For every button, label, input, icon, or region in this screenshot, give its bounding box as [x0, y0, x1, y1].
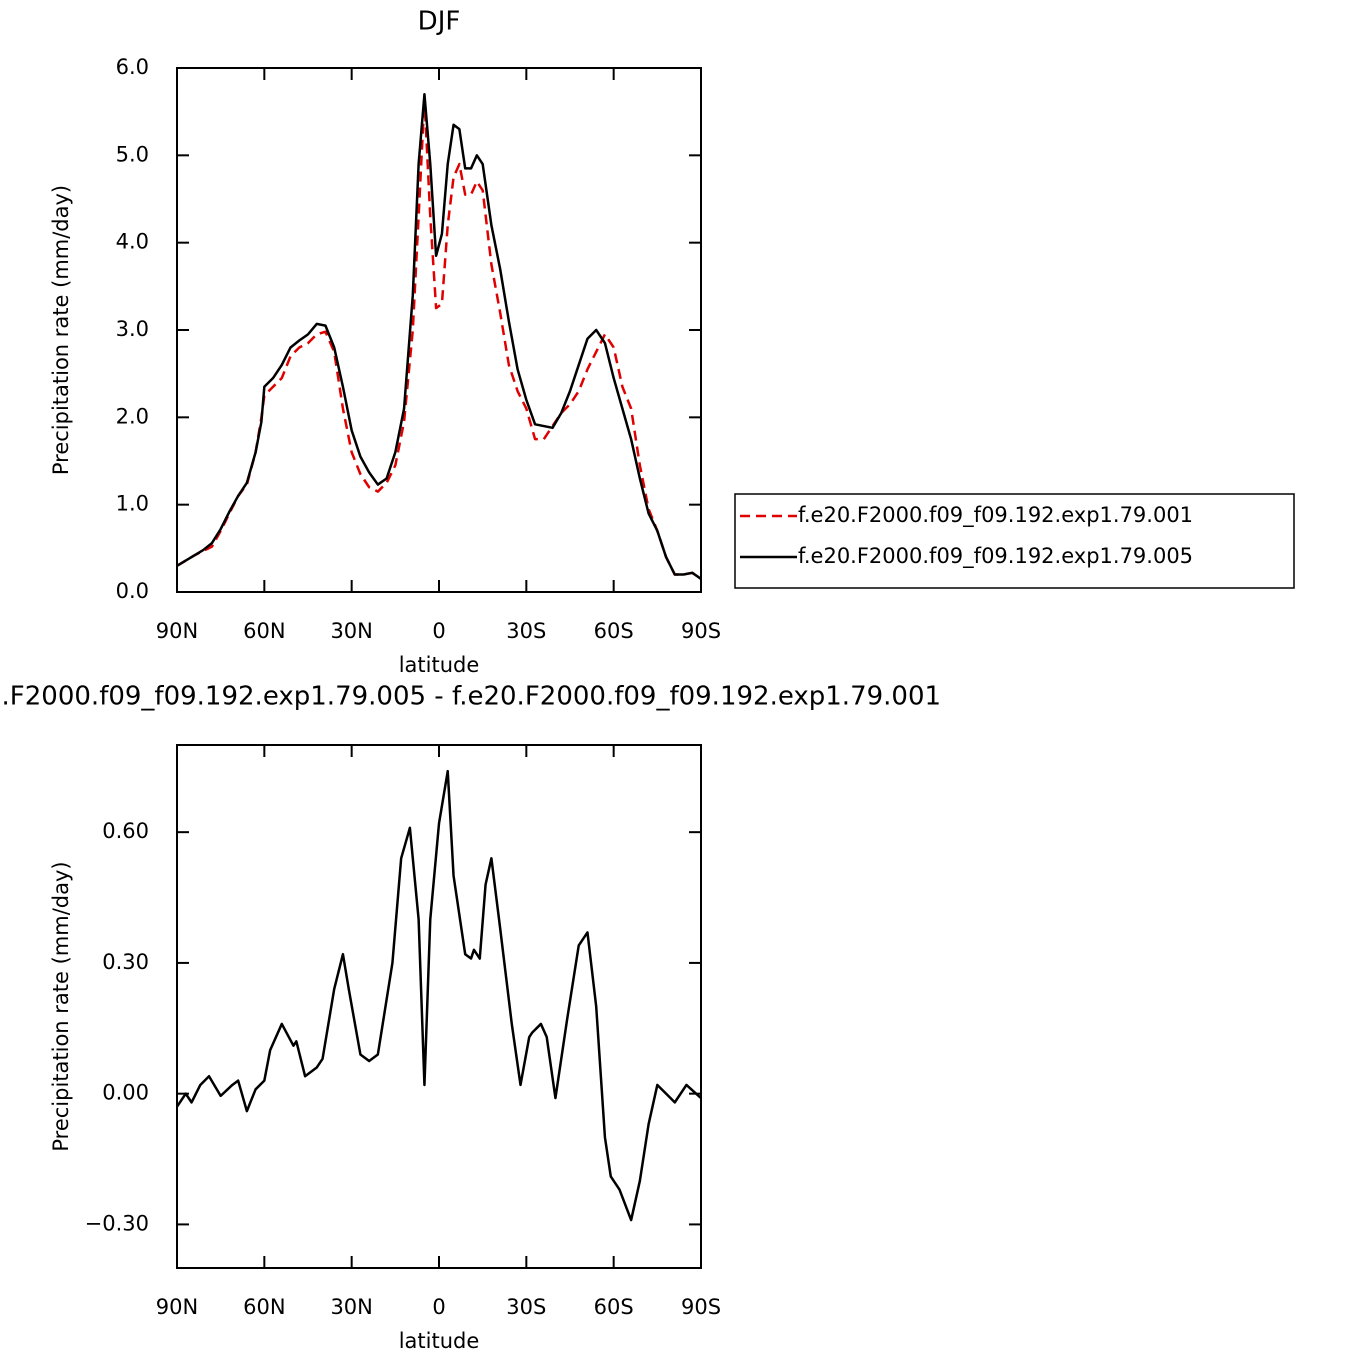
x-tick-label: 60S	[594, 1295, 634, 1319]
legend-label: f.e20.F2000.f09_f09.192.exp1.79.005	[798, 544, 1193, 569]
y-tick-label: 0.60	[102, 819, 149, 843]
y-axis-label: Precipitation rate (mm/day)	[49, 861, 73, 1151]
legend-label: f.e20.F2000.f09_f09.192.exp1.79.001	[798, 503, 1193, 528]
y-tick-label: −0.30	[85, 1211, 149, 1235]
data-line	[176, 97, 702, 580]
y-tick-label: 5.0	[116, 142, 149, 166]
y-tick-label: 2.0	[116, 404, 149, 428]
chart-title: DJF	[418, 7, 461, 37]
x-tick-label: 90N	[156, 619, 198, 643]
x-tick-label: 30S	[506, 1295, 546, 1319]
x-tick-label: 60S	[594, 619, 634, 643]
y-tick-label: 3.0	[116, 317, 149, 341]
x-tick-label: 60N	[243, 619, 285, 643]
plot-frame	[176, 67, 702, 593]
y-axis-label: Precipitation rate (mm/day)	[49, 185, 73, 475]
chart-title: f.e20.F2000.f09_f09.192.exp1.79.005 - f.…	[0, 682, 941, 712]
x-tick-label: 90N	[156, 1295, 198, 1319]
x-axis-label: latitude	[399, 653, 480, 677]
y-tick-label: 4.0	[116, 230, 149, 254]
x-tick-label: 0	[432, 619, 445, 643]
legend-box	[734, 493, 1295, 589]
x-tick-label: 30S	[506, 619, 546, 643]
y-tick-label: 0.30	[102, 950, 149, 974]
data-line	[176, 92, 702, 580]
x-tick-label: 30N	[330, 619, 372, 643]
y-tick-label: 6.0	[116, 55, 149, 79]
y-tick-label: 1.0	[116, 492, 149, 516]
x-tick-label: 90S	[681, 619, 721, 643]
x-tick-label: 30N	[330, 1295, 372, 1319]
x-tick-label: 0	[432, 1295, 445, 1319]
x-tick-label: 90S	[681, 1295, 721, 1319]
x-axis-label: latitude	[399, 1329, 480, 1353]
plot-frame	[176, 744, 702, 1269]
data-line	[175, 769, 702, 1222]
y-tick-label: 0.00	[102, 1081, 149, 1105]
x-tick-label: 60N	[243, 1295, 285, 1319]
y-tick-label: 0.0	[116, 579, 149, 603]
